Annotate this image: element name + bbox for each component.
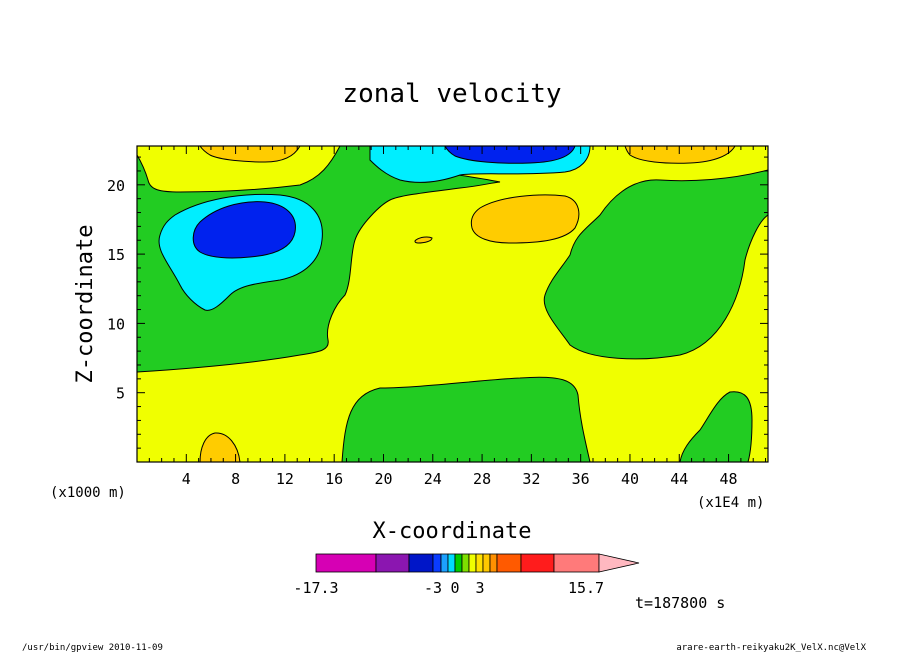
orange-region-middle [470,194,580,244]
colorbar-box [461,553,470,573]
y-axis-label: Z-coordinate [73,225,98,384]
colorbar-box [520,553,555,573]
colorbar-box [553,553,600,573]
footer-left: /usr/bin/gpview 2010-11-09 [22,643,163,653]
blue-region-top [444,146,576,164]
colorbar-label: -3 [424,579,442,597]
y-axis-ticks: 5 10 15 20 [107,156,768,449]
orange-sliver [414,236,433,244]
colorbar-labels: -17.3 -3 0 3 15.7 [293,579,604,597]
x-unit-left: (x1000 m) [50,485,126,501]
orange-region-top-left [199,146,301,163]
colorbar-box [475,553,484,573]
colorbar-box [454,553,463,573]
footer-right: arare-earth-reikyaku2K_VelX.nc@VelX [676,643,866,653]
y-tick-label: 20 [107,177,125,195]
blue-region-left [192,201,296,259]
orange-region-top-right [624,146,736,164]
x-axis-ticks: 4 8 12 16 20 24 28 32 36 40 44 48 [148,146,767,488]
time-label: t=187800 s [635,594,725,612]
x-tick-label: 4 [182,470,191,488]
x-tick-label: 16 [325,470,343,488]
green-region-bottom-right [679,391,753,462]
x-tick-label: 36 [572,470,590,488]
x-tick-label: 40 [621,470,639,488]
x-unit-right: (x1E4 m) [697,495,764,511]
x-tick-label: 20 [374,470,392,488]
colorbar-label: 0 [450,579,459,597]
colorbar-box [482,553,491,573]
colorbar [315,553,640,573]
colorbar-box [468,553,477,573]
orange-region-bottom-left [199,432,241,462]
contour-field [137,146,768,462]
y-tick-label: 15 [107,246,125,264]
colorbar-box [408,553,434,573]
plot-frame [136,145,769,463]
colorbar-box [432,553,442,573]
x-tick-label: 12 [276,470,294,488]
x-tick-label: 32 [522,470,540,488]
x-tick-label: 44 [670,470,688,488]
x-tick-label: 28 [473,470,491,488]
y-tick-label: 5 [116,385,125,403]
x-tick-label: 48 [720,470,738,488]
colorbar-label: -17.3 [293,579,338,597]
colorbar-box [447,553,456,573]
colorbar-label: 15.7 [568,579,604,597]
y-tick-label: 10 [107,315,125,333]
colorbar-box [496,553,522,573]
x-axis-label: X-coordinate [373,519,532,544]
colorbar-box [315,553,377,573]
colorbar-arrow [598,553,640,573]
colorbar-label: 3 [475,579,484,597]
colorbar-box [375,553,410,573]
x-tick-label: 24 [424,470,442,488]
chart-title: zonal velocity [342,79,561,109]
x-tick-label: 8 [231,470,240,488]
colorbar-box [489,553,498,573]
colorbar-box [440,553,449,573]
